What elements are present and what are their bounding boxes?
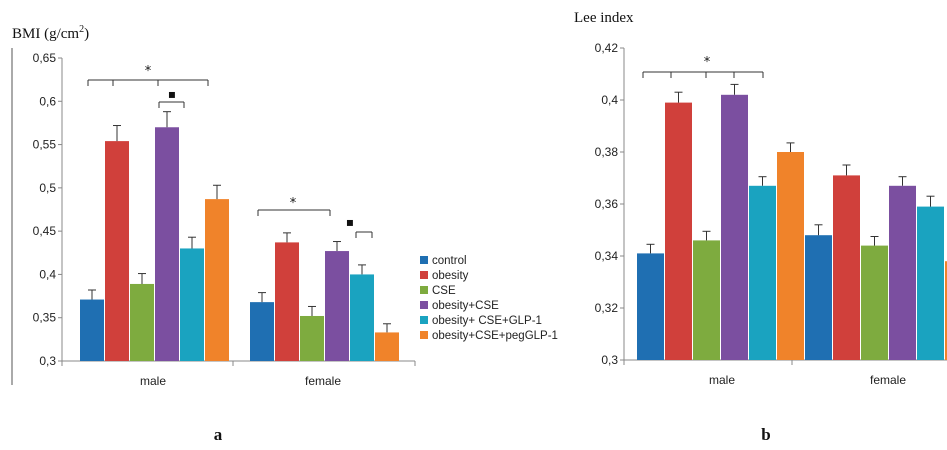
x-tick-label: female	[870, 373, 906, 387]
legend: control obesity CSE obesity+CSE obesity+ CSE…	[420, 255, 558, 342]
bar	[350, 274, 374, 361]
panel-label-a: a	[214, 425, 223, 444]
bar	[250, 302, 274, 361]
y-tick-label: 0,42	[595, 41, 619, 55]
chart-b-ylabel: Lee index	[574, 10, 634, 26]
legend-label: obesity+CSE	[432, 300, 499, 312]
legend-label: obesity+CSE+pegGLP-1	[432, 330, 558, 342]
bar	[833, 175, 860, 360]
legend-label: control	[432, 255, 467, 267]
bar	[889, 185, 916, 360]
bar	[300, 315, 324, 361]
legend-swatch	[420, 301, 428, 309]
bar	[665, 102, 692, 360]
bar	[749, 185, 776, 360]
y-tick-label: 0,38	[595, 145, 619, 159]
x-tick-label: female	[305, 374, 341, 388]
y-tick-label: 0,5	[39, 181, 56, 195]
panel-label-b: b	[761, 425, 770, 444]
chart-a-ylabel: BMI (g/cm2)	[12, 24, 89, 42]
y-tick-label: 0,4	[39, 267, 56, 281]
y-tick-label: 0,34	[595, 249, 619, 263]
y-tick-label: 0,4	[601, 93, 618, 107]
bar	[130, 283, 154, 361]
legend-swatch	[420, 331, 428, 339]
y-tick-label: 0,55	[33, 138, 57, 152]
bar	[155, 127, 179, 361]
bar	[105, 141, 129, 361]
bar	[325, 251, 349, 361]
significance-mark: ▪	[168, 87, 176, 101]
y-tick-label: 0,3	[601, 353, 618, 367]
y-tick-label: 0,6	[39, 94, 56, 108]
legend-swatch	[420, 256, 428, 264]
x-tick-label: male	[140, 374, 166, 388]
significance-mark: ▪	[346, 215, 354, 229]
bar	[945, 261, 947, 360]
y-tick-label: 0,3	[39, 354, 56, 368]
significance-mark: *	[290, 196, 297, 211]
chart-b-lee-index: Lee index 0,3 0,32 0,34 0,36 0,38 0,4 0,42 male…	[574, 10, 947, 387]
legend-label: obesity	[432, 270, 469, 282]
bar	[777, 152, 804, 360]
legend-swatch	[420, 286, 428, 294]
bar	[275, 242, 299, 361]
bar	[205, 199, 229, 361]
significance-mark: *	[145, 64, 152, 79]
bar	[805, 235, 832, 360]
bar	[375, 332, 399, 361]
bar	[721, 94, 748, 361]
legend-label: CSE	[432, 285, 456, 297]
legend-label: obesity+ CSE+GLP-1	[432, 315, 542, 327]
bar	[917, 206, 944, 360]
bar	[861, 245, 888, 360]
significance-mark: *	[704, 55, 711, 70]
y-tick-label: 0,35	[33, 311, 57, 325]
y-tick-label: 0,65	[33, 51, 57, 65]
x-tick-label: male	[709, 373, 735, 387]
y-tick-label: 0,32	[595, 301, 619, 315]
bar	[80, 299, 104, 361]
legend-swatch	[420, 316, 428, 324]
legend-swatch	[420, 271, 428, 279]
y-tick-label: 0,36	[595, 197, 619, 211]
y-tick-label: 0,45	[33, 224, 57, 238]
chart-a-bmi: BMI (g/cm2) 0,3 0,35 0,4 0,45 0,5 0,55 0,6 0,65…	[11, 24, 416, 388]
bar	[693, 240, 720, 360]
bar	[180, 248, 204, 361]
bar	[637, 253, 664, 360]
